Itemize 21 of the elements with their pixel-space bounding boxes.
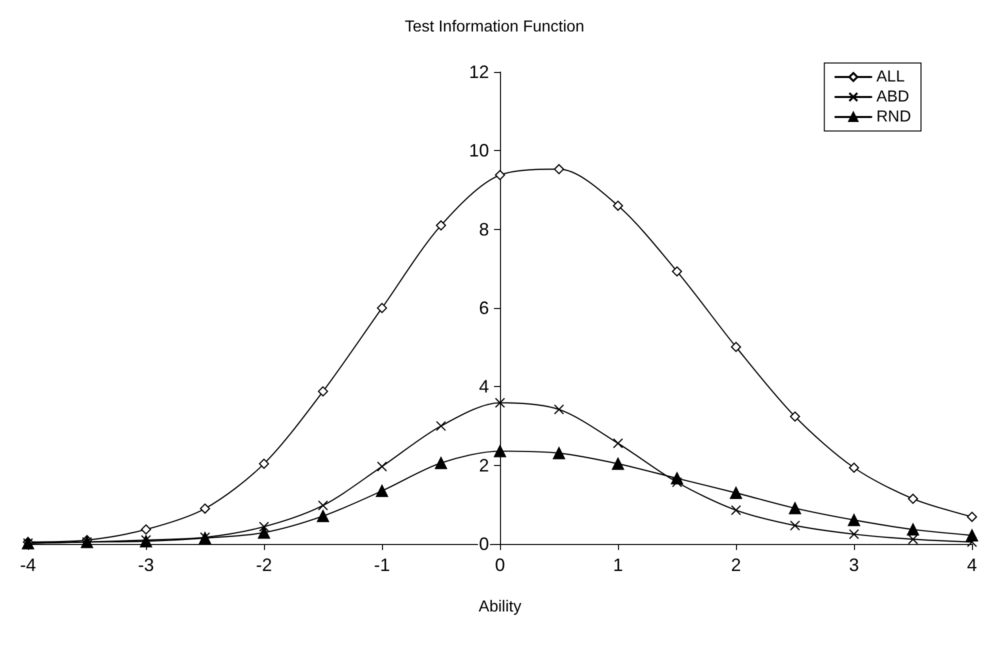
x-tick-label: 4: [966, 555, 978, 575]
y-tick-label: 8: [478, 219, 489, 240]
x-axis-title: Ability: [478, 598, 522, 616]
y-tick-label: 12: [468, 62, 489, 82]
y-tick-label: 4: [478, 376, 489, 397]
x-tick-label: -3: [138, 555, 154, 575]
x-tick-label: -4: [20, 555, 36, 575]
legend-label: ALL: [876, 68, 905, 86]
x-tick-label: 2: [730, 555, 742, 575]
x-tick-label: -2: [256, 555, 272, 575]
y-tick-label: 6: [478, 298, 489, 318]
y-tick-label: 2: [478, 455, 489, 476]
x-tick-label: 0: [494, 555, 506, 575]
legend-label: RND: [876, 108, 912, 126]
y-tick-label: 0: [478, 534, 489, 554]
x-tick-label: -1: [374, 555, 390, 575]
chart-title: Test Information Function: [404, 18, 584, 36]
legend-label: ABD: [876, 88, 910, 106]
x-tick-label: 3: [848, 555, 860, 575]
y-tick-label: 10: [468, 140, 489, 161]
x-tick-label: 1: [612, 555, 624, 575]
